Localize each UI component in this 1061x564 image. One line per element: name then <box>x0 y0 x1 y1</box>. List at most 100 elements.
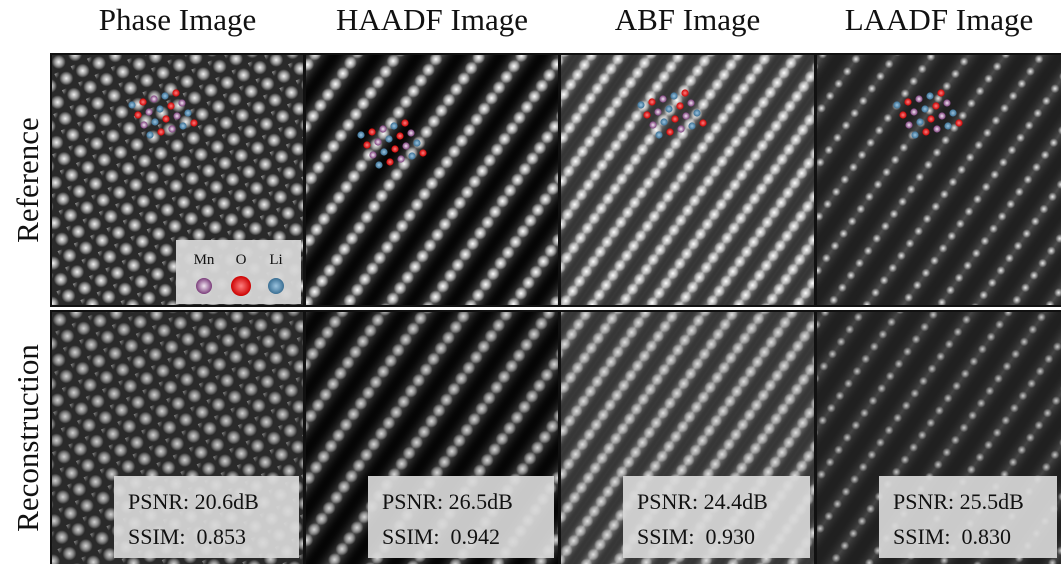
atom-marker <box>933 125 940 132</box>
atom-marker <box>374 138 381 145</box>
atom-marker <box>671 115 678 122</box>
atom-marker <box>146 131 153 138</box>
atom-marker <box>151 118 158 125</box>
atom-marker <box>172 89 179 96</box>
atom-marker <box>140 121 147 128</box>
atom-marker <box>168 125 175 132</box>
row-label: Reference <box>10 117 45 243</box>
atom-marker <box>905 121 912 128</box>
atom-marker <box>687 99 694 106</box>
atom-marker <box>419 149 426 156</box>
atom-marker <box>932 102 939 109</box>
atom-marker <box>693 109 700 116</box>
atom-marker <box>379 125 386 132</box>
atom-marker <box>926 92 933 99</box>
atom-marker <box>949 109 956 116</box>
atom-marker <box>637 101 644 108</box>
atom-marker <box>899 111 906 118</box>
atom-marker <box>659 95 666 102</box>
atom-marker <box>911 131 918 138</box>
legend-label: O <box>236 252 247 268</box>
atom-marker <box>390 122 397 129</box>
atom-marker <box>904 98 911 105</box>
psnr-label: PSNR: 25.5dB <box>893 489 1024 514</box>
column-title: HAADF Image <box>336 2 528 37</box>
column-title: Phase Image <box>99 2 257 37</box>
image-panel: PSNR: 26.5dB SSIM: 0.942 <box>305 311 559 564</box>
atom-marker <box>184 109 191 116</box>
atom-marker <box>699 119 706 126</box>
atom-marker <box>173 112 180 119</box>
psnr-label: PSNR: 20.6dB <box>128 489 259 514</box>
atom-marker <box>375 161 382 168</box>
atom-marker <box>156 105 163 112</box>
row-label: Reconstruction <box>10 344 45 532</box>
atom-marker <box>648 98 655 105</box>
column-title: ABF Image <box>615 2 761 37</box>
legend-label: Li <box>269 252 282 268</box>
atom-marker <box>150 95 157 102</box>
atom-marker <box>162 115 169 122</box>
ssim-label: SSIM: 0.853 <box>128 524 246 549</box>
atom-marker <box>682 112 689 119</box>
atom-marker <box>368 128 375 135</box>
atom-marker <box>655 131 662 138</box>
atom-marker <box>413 139 420 146</box>
atom-marker <box>910 108 917 115</box>
atom-marker <box>681 89 688 96</box>
atom-marker <box>676 102 683 109</box>
atom-marker <box>386 158 393 165</box>
atom-marker <box>408 152 415 159</box>
atom-marker <box>944 122 951 129</box>
atom-marker <box>391 145 398 152</box>
atom-marker <box>167 102 174 109</box>
atom-marker <box>665 105 672 112</box>
atom-marker <box>927 115 934 122</box>
psnr-label: PSNR: 24.4dB <box>637 489 768 514</box>
atom-marker <box>922 128 929 135</box>
image-panel: PSNR: 20.6dB SSIM: 0.853 <box>51 311 304 564</box>
atom-marker <box>654 108 661 115</box>
atom-marker <box>915 95 922 102</box>
atom-marker <box>190 119 197 126</box>
image-panel <box>560 54 815 306</box>
atom-marker <box>916 118 923 125</box>
atom-marker <box>921 105 928 112</box>
ssim-label: SSIM: 0.830 <box>893 524 1011 549</box>
atom-marker <box>145 108 152 115</box>
atom-marker <box>666 128 673 135</box>
figure: Phase Image HAADF Image ABF Image LAADF Ima… <box>0 0 1061 564</box>
atom-marker <box>893 101 900 108</box>
atom-marker <box>402 142 409 149</box>
atom-marker <box>688 122 695 129</box>
atom-marker <box>401 119 408 126</box>
atom-marker <box>643 111 650 118</box>
atom-marker <box>178 99 185 106</box>
legend-label: Mn <box>194 252 215 268</box>
atom-marker <box>943 99 950 106</box>
atom-marker <box>369 151 376 158</box>
ssim-label: SSIM: 0.942 <box>382 524 500 549</box>
legend-swatch <box>268 278 284 294</box>
atom-marker <box>385 135 392 142</box>
atom-legend: Mn O Li <box>176 240 301 304</box>
atom-marker <box>670 92 677 99</box>
atom-marker <box>937 89 944 96</box>
atom-marker <box>161 92 168 99</box>
atom-marker <box>179 122 186 129</box>
atom-marker <box>357 131 364 138</box>
atom-marker <box>380 148 387 155</box>
panel-lattice <box>306 55 558 305</box>
atom-marker <box>938 112 945 119</box>
atom-marker <box>363 141 370 148</box>
image-panel <box>305 54 559 306</box>
atom-marker <box>134 111 141 118</box>
atom-marker <box>955 119 962 126</box>
psnr-label: PSNR: 26.5dB <box>382 489 513 514</box>
atom-marker <box>660 118 667 125</box>
atom-marker <box>677 125 684 132</box>
column-title: LAADF Image <box>845 2 1034 37</box>
atom-marker <box>407 129 414 136</box>
legend-swatch <box>196 278 212 294</box>
